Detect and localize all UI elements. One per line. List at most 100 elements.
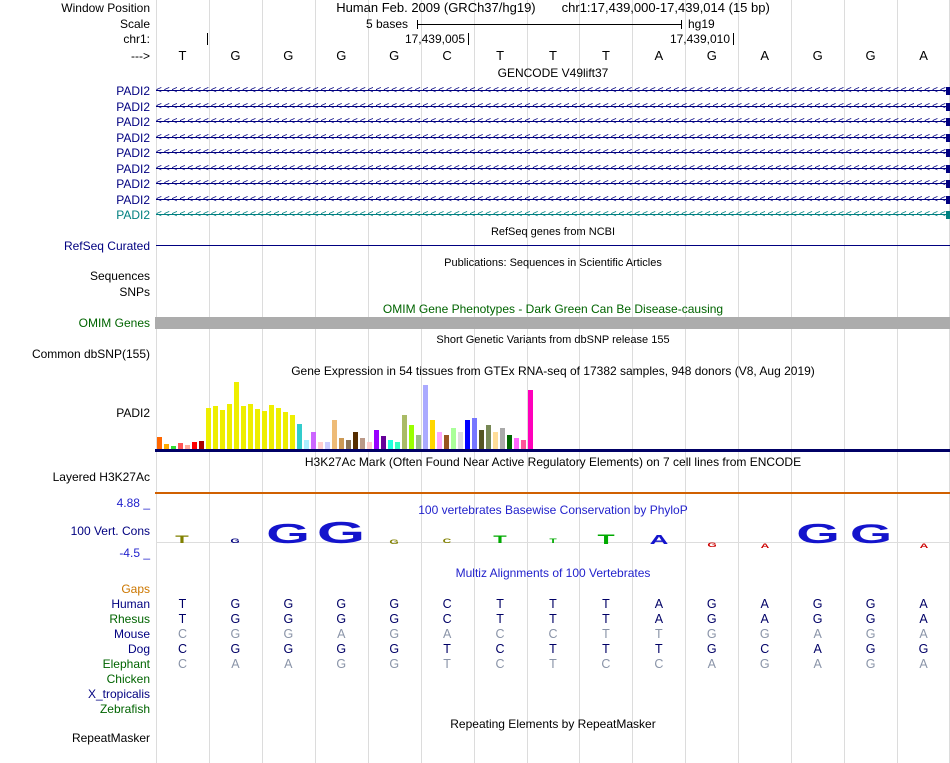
- conservation-track-title[interactable]: 100 vertebrates Basewise Conservation by…: [418, 503, 688, 517]
- species-label[interactable]: Rhesus: [109, 612, 150, 626]
- species-label[interactable]: Dog: [127, 642, 150, 656]
- aligned-base: T: [602, 642, 610, 656]
- gtex-expression-bar: [283, 412, 288, 450]
- grid-line: [420, 0, 422, 763]
- grid-line: [897, 0, 899, 763]
- conservation-glyph: G: [849, 519, 892, 549]
- aligned-base: G: [812, 612, 823, 626]
- gtex-expression-bar: [290, 415, 295, 450]
- gene-label[interactable]: PADI2: [116, 161, 150, 176]
- aligned-base: C: [654, 657, 664, 671]
- refseq-gene-line[interactable]: [156, 245, 950, 246]
- omim-track-title[interactable]: OMIM Gene Phenotypes - Dark Green Can Be…: [382, 302, 724, 316]
- gtex-expression-bar: [458, 432, 463, 450]
- aligned-base: T: [549, 657, 557, 671]
- exon-block: [946, 118, 950, 126]
- scale-row: Scale 5 bases hg19: [0, 17, 950, 31]
- gene-label[interactable]: PADI2: [116, 84, 150, 98]
- gene-label[interactable]: PADI2: [116, 130, 150, 145]
- publications-track-title[interactable]: Publications: Sequences in Scientific Ar…: [444, 257, 662, 269]
- gtex-expression-bar: [297, 424, 302, 450]
- gtex-expression-bar: [388, 440, 393, 450]
- gene-label[interactable]: PADI2: [116, 146, 150, 160]
- conservation-glyph: C: [442, 539, 452, 545]
- species-label[interactable]: X_tropicalis: [87, 687, 150, 701]
- species-label[interactable]: Mouse: [113, 627, 150, 641]
- coordinate-label: 17,439,005: [404, 32, 465, 46]
- gene-transcript-row[interactable]: PADI2 <<<<<<<<<<<<<<<<<<<<<<<<<<<<<<<<<<<…: [0, 161, 950, 176]
- h3k27ac-track-title[interactable]: H3K27Ac Mark (Often Found Near Active Re…: [304, 455, 802, 469]
- sequences-label[interactable]: Sequences: [89, 269, 150, 283]
- snps-label[interactable]: SNPs: [119, 285, 150, 299]
- gene-transcript-row[interactable]: PADI2 <<<<<<<<<<<<<<<<<<<<<<<<<<<<<<<<<<<…: [0, 177, 950, 191]
- dbsnp-track-title[interactable]: Short Genetic Variants from dbSNP releas…: [436, 334, 670, 346]
- aligned-base: A: [919, 597, 928, 611]
- window-position-row: Window Position Human Feb. 2009 (GRCh37/…: [0, 1, 950, 16]
- base-letter: A: [760, 48, 770, 63]
- scale-bar-right-tick: [681, 20, 682, 29]
- aligned-base: G: [283, 612, 294, 626]
- species-label[interactable]: Chicken: [106, 672, 150, 686]
- gene-transcript-row[interactable]: PADI2 <<<<<<<<<<<<<<<<<<<<<<<<<<<<<<<<<<<…: [0, 208, 950, 222]
- gtex-track-title[interactable]: Gene Expression in 54 tissues from GTEx …: [291, 364, 815, 378]
- base-letter: G: [336, 48, 347, 63]
- gtex-expression-bar: [185, 445, 190, 450]
- base-letter: G: [230, 48, 241, 63]
- exon-block: [946, 180, 950, 188]
- gene-transcript-row[interactable]: PADI2 <<<<<<<<<<<<<<<<<<<<<<<<<<<<<<<<<<<…: [0, 146, 950, 160]
- species-label[interactable]: Human: [111, 597, 150, 611]
- grid-line: [314, 0, 316, 763]
- grid-line: [685, 0, 687, 763]
- aligned-base: G: [336, 612, 347, 626]
- conservation-min-row: -4.5 _: [0, 546, 950, 560]
- gene-label[interactable]: PADI2: [116, 192, 150, 207]
- refseq-curated-label[interactable]: RefSeq Curated: [63, 239, 150, 253]
- coordinate-label: 17,439,010: [669, 32, 730, 46]
- gene-transcript-row[interactable]: PADI2 <<<<<<<<<<<<<<<<<<<<<<<<<<<<<<<<<<<…: [0, 99, 950, 114]
- omim-genes-label[interactable]: OMIM Genes: [78, 316, 150, 330]
- gene-label[interactable]: PADI2: [116, 177, 150, 191]
- omim-gene-bar[interactable]: [155, 317, 950, 329]
- base-letter: T: [601, 48, 610, 63]
- strand-arrow-label: --->: [131, 49, 150, 63]
- species-label[interactable]: Gaps: [121, 582, 150, 596]
- aligned-base: C: [601, 657, 611, 671]
- aligned-base: G: [865, 597, 876, 611]
- gene-label[interactable]: PADI2: [116, 99, 150, 114]
- aligned-base: C: [495, 642, 505, 656]
- gene-label[interactable]: PADI2: [116, 115, 150, 129]
- gene-transcript-row[interactable]: PADI2 <<<<<<<<<<<<<<<<<<<<<<<<<<<<<<<<<<<…: [0, 130, 950, 145]
- gene-transcript-row[interactable]: PADI2 <<<<<<<<<<<<<<<<<<<<<<<<<<<<<<<<<<<…: [0, 192, 950, 207]
- gtex-gene-label[interactable]: PADI2: [116, 406, 150, 420]
- aligned-base: G: [865, 642, 876, 656]
- dbsnp-label[interactable]: Common dbSNP(155): [31, 347, 150, 361]
- repeatmasker-track-title[interactable]: Repeating Elements by RepeatMasker: [450, 717, 656, 731]
- refseq-track-title[interactable]: RefSeq genes from NCBI: [490, 226, 616, 238]
- conservation-glyph: G: [389, 540, 399, 546]
- species-label[interactable]: Zebrafish: [99, 702, 150, 716]
- gtex-expression-bar: [381, 436, 386, 450]
- gtex-expression-bar: [262, 411, 267, 450]
- species-label[interactable]: Elephant: [102, 657, 150, 671]
- gene-transcript-row[interactable]: PADI2 <<<<<<<<<<<<<<<<<<<<<<<<<<<<<<<<<<<…: [0, 84, 950, 98]
- conservation-label[interactable]: 100 Vert. Cons: [70, 524, 150, 538]
- gene-transcript-row[interactable]: PADI2 <<<<<<<<<<<<<<<<<<<<<<<<<<<<<<<<<<<…: [0, 115, 950, 129]
- multiz-track-title[interactable]: Multiz Alignments of 100 Vertebrates: [455, 566, 651, 580]
- base-letter: T: [178, 48, 187, 63]
- repeatmasker-label[interactable]: RepeatMasker: [71, 731, 150, 745]
- h3k27ac-label[interactable]: Layered H3K27Ac: [52, 470, 150, 484]
- gtex-expression-chart[interactable]: [156, 380, 950, 450]
- gtex-expression-bar: [353, 432, 358, 450]
- aligned-base: T: [178, 597, 187, 611]
- gtex-expression-bar: [493, 432, 498, 450]
- gtex-expression-bar: [486, 425, 491, 450]
- aligned-base: G: [336, 597, 347, 611]
- aligned-base: T: [602, 612, 610, 626]
- aligned-base: A: [654, 597, 664, 611]
- gtex-expression-bar: [318, 442, 323, 450]
- scale-label: Scale: [119, 17, 150, 31]
- gencode-track-title[interactable]: GENCODE V49lift37: [497, 66, 609, 80]
- alignment-row: X_tropicalis: [0, 687, 950, 701]
- aligned-base: C: [177, 642, 187, 656]
- gene-label[interactable]: PADI2: [116, 208, 150, 222]
